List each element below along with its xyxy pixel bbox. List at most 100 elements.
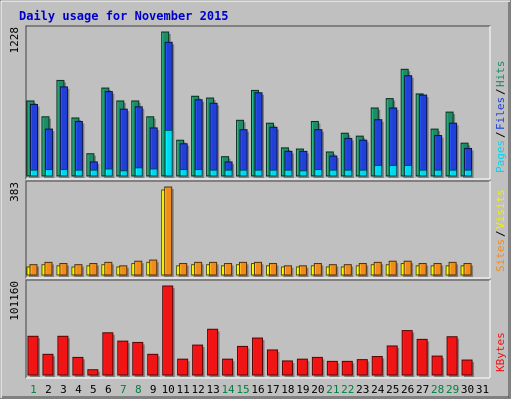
x-tick-label: 3 xyxy=(60,383,67,396)
legend-separator: / xyxy=(494,131,507,138)
bar-kbytes-16 xyxy=(252,337,265,377)
bar-kbytes-1 xyxy=(27,335,40,377)
bar-files-27 xyxy=(419,94,429,178)
bar-sites-1 xyxy=(29,264,39,277)
bar-sites-21 xyxy=(328,264,339,277)
bar-pages-9 xyxy=(149,168,160,178)
x-tick-label: 17 xyxy=(266,383,279,396)
plot-area xyxy=(25,180,491,279)
bar-pages-12 xyxy=(194,169,205,178)
bar-sites-20 xyxy=(313,263,324,277)
bar-kbytes-13 xyxy=(207,328,220,377)
x-tick-label: 5 xyxy=(90,383,97,396)
x-tick-label: 13 xyxy=(206,383,219,396)
x-axis-day-labels: 1 2 3 4 5 6 7 8 9 10 11 12 13 14 15 16 17 18 19 20 21 22 23 24 2… xyxy=(30,383,489,396)
bar-pages-6 xyxy=(104,168,115,178)
bar-pages-23 xyxy=(359,169,369,178)
bar-kbytes-23 xyxy=(356,359,370,377)
legend-sites: Sites xyxy=(494,239,507,272)
bar-pages-17 xyxy=(269,169,279,178)
bar-kbytes-15 xyxy=(237,345,250,377)
bar-kbytes-28 xyxy=(431,355,445,377)
bar-pages-20 xyxy=(314,169,324,178)
x-tick-label: 27 xyxy=(416,383,429,396)
bar-sites-25 xyxy=(388,260,399,277)
bar-pages-21 xyxy=(329,169,339,178)
bar-sites-29 xyxy=(448,261,459,277)
x-tick-label: 18 xyxy=(281,383,294,396)
bar-kbytes-14 xyxy=(222,358,235,377)
bar-pages-8 xyxy=(134,167,145,178)
legend-separator: / xyxy=(494,88,507,95)
bar-pages-2 xyxy=(44,169,55,178)
bar-files-1 xyxy=(30,103,40,178)
x-tick-label: 8 xyxy=(135,383,142,396)
bar-sites-27 xyxy=(418,263,429,277)
bar-files-7 xyxy=(119,108,130,178)
bar-sites-4 xyxy=(74,264,84,277)
bar-files-13 xyxy=(209,102,220,178)
x-tick-label: 24 xyxy=(371,383,385,396)
bar-pages-10 xyxy=(164,129,175,178)
legend-kbytes: KBytes xyxy=(494,332,507,372)
x-tick-label: 9 xyxy=(150,383,157,396)
x-tick-label: 21 xyxy=(326,383,339,396)
bar-sites-26 xyxy=(403,260,414,277)
chart-title: Daily usage for November 2015 xyxy=(19,9,229,23)
bar-sites-18 xyxy=(283,265,294,277)
bar-kbytes-12 xyxy=(192,344,205,377)
bar-kbytes-27 xyxy=(416,338,430,377)
bar-kbytes-4 xyxy=(72,356,85,377)
bar-pages-29 xyxy=(449,169,459,178)
panel-kbytes: 101160 KBytes xyxy=(8,279,507,379)
bar-kbytes-22 xyxy=(341,360,355,377)
bar-sites-10 xyxy=(164,186,174,277)
bar-sites-16 xyxy=(254,261,264,277)
legend-separator: / xyxy=(494,230,507,237)
bar-kbytes-2 xyxy=(42,353,55,377)
bar-sites-12 xyxy=(194,261,204,277)
bar-sites-8 xyxy=(134,260,144,277)
bar-pages-18 xyxy=(284,169,294,178)
x-tick-label: 22 xyxy=(341,383,354,396)
x-tick-label: 12 xyxy=(192,383,205,396)
bar-pages-19 xyxy=(299,170,309,178)
bar-sites-5 xyxy=(89,263,99,277)
x-tick-label: 26 xyxy=(401,383,414,396)
x-tick-label: 20 xyxy=(311,383,324,396)
bar-sites-14 xyxy=(224,263,234,277)
bar-sites-17 xyxy=(268,263,279,277)
legend-visits-sites: Sites /Visits xyxy=(494,189,507,272)
bar-pages-24 xyxy=(374,164,384,178)
x-tick-label: 4 xyxy=(75,383,82,396)
bar-kbytes-18 xyxy=(281,360,295,377)
bar-pages-27 xyxy=(419,169,429,178)
x-tick-label: 11 xyxy=(177,383,190,396)
bar-files-6 xyxy=(104,91,115,178)
bar-kbytes-21 xyxy=(326,360,340,377)
bar-sites-22 xyxy=(343,264,354,277)
x-tick-label: 31 xyxy=(476,383,489,396)
bar-files-4 xyxy=(74,120,85,178)
bar-kbytes-9 xyxy=(147,353,160,377)
x-tick-label: 7 xyxy=(120,383,127,396)
bar-sites-28 xyxy=(433,263,444,277)
bar-sites-3 xyxy=(59,263,69,277)
bar-sites-6 xyxy=(104,261,114,277)
bar-files-3 xyxy=(59,86,70,178)
x-tick-label: 28 xyxy=(431,383,444,396)
panel-visits-sites: 383 Sites /Visits xyxy=(8,180,507,279)
bar-kbytes-29 xyxy=(446,336,460,377)
bar-kbytes-25 xyxy=(386,345,400,377)
legend-visits: Visits xyxy=(494,189,507,229)
x-tick-label: 29 xyxy=(446,383,459,396)
bar-kbytes-5 xyxy=(87,369,100,377)
bar-pages-16 xyxy=(254,169,265,178)
bar-kbytes-7 xyxy=(117,340,130,377)
bar-kbytes-6 xyxy=(102,332,115,377)
bar-pages-7 xyxy=(119,170,130,178)
bar-sites-23 xyxy=(358,263,369,277)
bar-kbytes-19 xyxy=(296,358,310,377)
bar-files-26 xyxy=(404,75,414,178)
bar-sites-30 xyxy=(463,263,474,277)
